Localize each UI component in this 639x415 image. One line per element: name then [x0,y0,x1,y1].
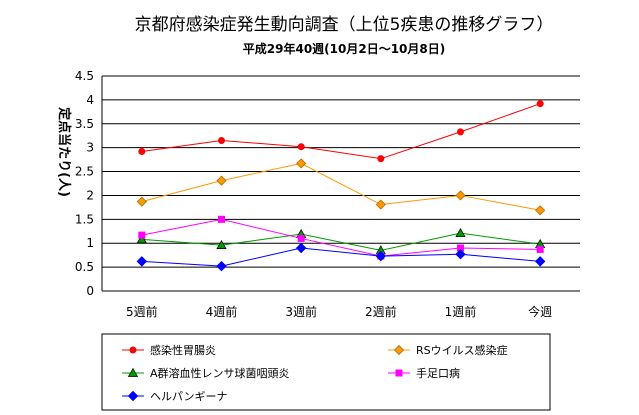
data-point [297,234,305,242]
legend-label: RSウイルス感染症 [416,343,508,357]
legend-label: 手足口病 [416,366,460,380]
data-point [138,231,146,239]
legend-label: A群溶血性レンサ球菌咽頭炎 [150,366,290,380]
data-point [136,256,148,267]
y-tick-label: 0.5 [75,260,94,274]
data-point [136,196,147,207]
series-2 [136,227,546,255]
legend-swatch-marker [127,367,139,377]
data-point [138,147,146,155]
legend-swatch-marker [395,369,403,377]
legend-swatch-marker [129,346,137,354]
y-tick-label: 4 [86,93,94,107]
data-point [377,155,385,163]
data-point [216,260,227,272]
legend-item: 手足口病 [388,366,460,380]
data-point [455,227,466,238]
data-point [136,234,147,244]
data-point [297,143,305,151]
legend-swatch-marker [127,390,139,402]
chart-subtitle: 平成29年40週(10月2日〜10月8日) [243,41,445,56]
series-4 [136,242,546,272]
y-axis-label: 定点当たり(人) [56,106,72,197]
data-point [536,100,544,108]
data-point [218,215,225,223]
data-point [295,242,307,254]
x-tick-label: 4週前 [206,304,238,319]
data-point [457,128,464,136]
y-tick-label: 1.5 [75,212,94,226]
series-line [141,232,541,251]
x-tick-label: 3週前 [285,304,317,319]
data-point [535,205,546,216]
x-tick-label: 1週前 [445,304,477,319]
data-point [296,158,307,169]
series-3 [138,215,544,260]
legend-item: 感染性胃腸炎 [122,343,216,357]
data-point [534,256,546,267]
data-point [216,175,227,186]
series-line [141,162,541,211]
legend-label: 感染性胃腸炎 [150,343,216,357]
series-line [141,103,541,160]
grid-lines [101,75,580,292]
y-tick-label: 4.5 [75,69,94,83]
data-point [375,199,386,210]
data-point [455,249,466,260]
y-tick-label: 0 [86,284,94,298]
data-point [216,239,227,249]
x-tick-labels: 5週前 4週前 3週前 2週前 1週前 今週 [126,304,552,319]
series-1 [136,158,546,216]
y-tick-labels: 0 0.5 1 1.5 2 2.5 3 3.5 4 4.5 [75,69,94,298]
legend-item: RSウイルス感染症 [388,343,508,357]
data-point [455,190,466,201]
legend-item: A群溶血性レンサ球菌咽頭炎 [122,366,290,380]
data-point [375,250,387,262]
y-tick-label: 3 [86,141,94,155]
series-lines [136,100,546,272]
legend-label: ヘルパンギーナ [150,390,228,403]
data-point [536,245,544,253]
legend-swatch-marker [393,344,405,356]
data-point [218,137,225,144]
series-line [141,218,541,257]
y-tick-label: 3.5 [75,117,94,131]
legend-item: ヘルパンギーナ [122,390,228,403]
y-tick-label: 2.5 [75,165,94,179]
y-tick-label: 2 [86,188,94,202]
chart-title: 京都府感染症発生動向調査（上位5疾患の推移グラフ） [135,15,554,35]
x-tick-label: 2週前 [365,304,397,319]
series-line [141,247,541,267]
legend-box [101,333,551,411]
x-tick-label: 今週 [528,304,552,319]
series-0 [138,100,544,163]
x-tick-label: 5週前 [126,304,158,319]
y-tick-label: 1 [86,236,94,250]
